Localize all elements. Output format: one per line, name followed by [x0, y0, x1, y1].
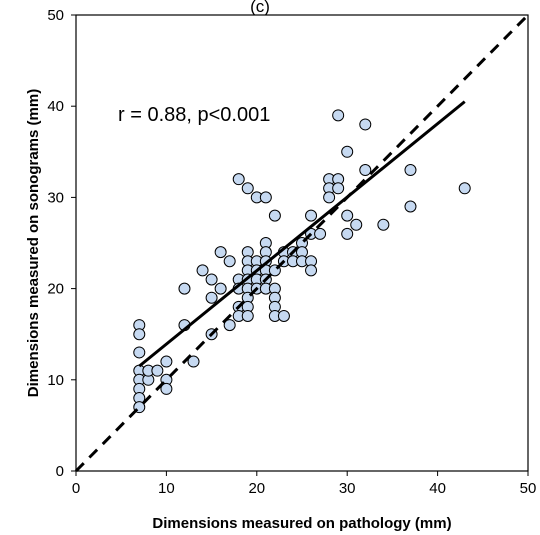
y-tick-label: 30 — [47, 189, 64, 206]
data-point — [268, 209, 281, 222]
x-tick-label: 10 — [158, 480, 175, 497]
regression-line — [138, 100, 466, 368]
data-point — [133, 346, 146, 359]
data-point — [323, 191, 336, 204]
y-tick-label: 20 — [47, 281, 64, 298]
data-point — [404, 200, 417, 213]
data-point — [332, 182, 345, 195]
plot-area — [75, 14, 529, 472]
data-point — [305, 264, 318, 277]
data-point — [305, 209, 318, 222]
data-point — [341, 209, 354, 222]
data-point — [277, 309, 290, 322]
identity-line — [74, 13, 530, 473]
correlation-annotation: r = 0.88, p<0.001 — [118, 104, 270, 126]
data-point — [359, 164, 372, 177]
data-point — [259, 191, 272, 204]
data-point — [196, 264, 209, 277]
x-axis-label: Dimensions measured on pathology (mm) — [152, 515, 451, 532]
x-tick-label: 0 — [72, 480, 80, 497]
chart-title: (c) — [250, 0, 270, 16]
data-point — [458, 182, 471, 195]
data-point — [178, 282, 191, 295]
data-point — [359, 118, 372, 131]
x-tick-label: 40 — [429, 480, 446, 497]
y-tick-label: 0 — [56, 463, 64, 480]
x-tick-label: 30 — [339, 480, 356, 497]
data-point — [241, 309, 254, 322]
data-point — [377, 218, 390, 231]
fit-lines — [74, 13, 530, 473]
data-point — [205, 273, 218, 286]
data-point — [232, 173, 245, 186]
data-point — [214, 282, 227, 295]
data-point — [160, 355, 173, 368]
y-tick-label: 10 — [47, 372, 64, 389]
data-point — [223, 319, 236, 332]
data-point — [160, 382, 173, 395]
data-point — [187, 355, 200, 368]
data-point — [241, 182, 254, 195]
axis-ticks: 0 10 20 30 40 50 0 10 20 30 40 50 — [47, 7, 536, 497]
data-point — [350, 218, 363, 231]
y-tick-label: 50 — [47, 7, 64, 24]
data-point — [341, 145, 354, 158]
data-point — [205, 291, 218, 304]
x-tick-label: 20 — [248, 480, 265, 497]
data-point — [133, 328, 146, 341]
data-point — [314, 227, 327, 240]
data-point — [223, 255, 236, 268]
y-axis-label: Dimensions measured on sonograms (mm) — [25, 89, 42, 397]
data-point — [404, 164, 417, 177]
data-point — [341, 227, 354, 240]
data-point — [151, 364, 164, 377]
data-points — [133, 109, 471, 414]
data-point — [214, 246, 227, 259]
y-tick-label: 40 — [47, 98, 64, 115]
x-tick-label: 50 — [520, 480, 537, 497]
data-point — [332, 109, 345, 122]
